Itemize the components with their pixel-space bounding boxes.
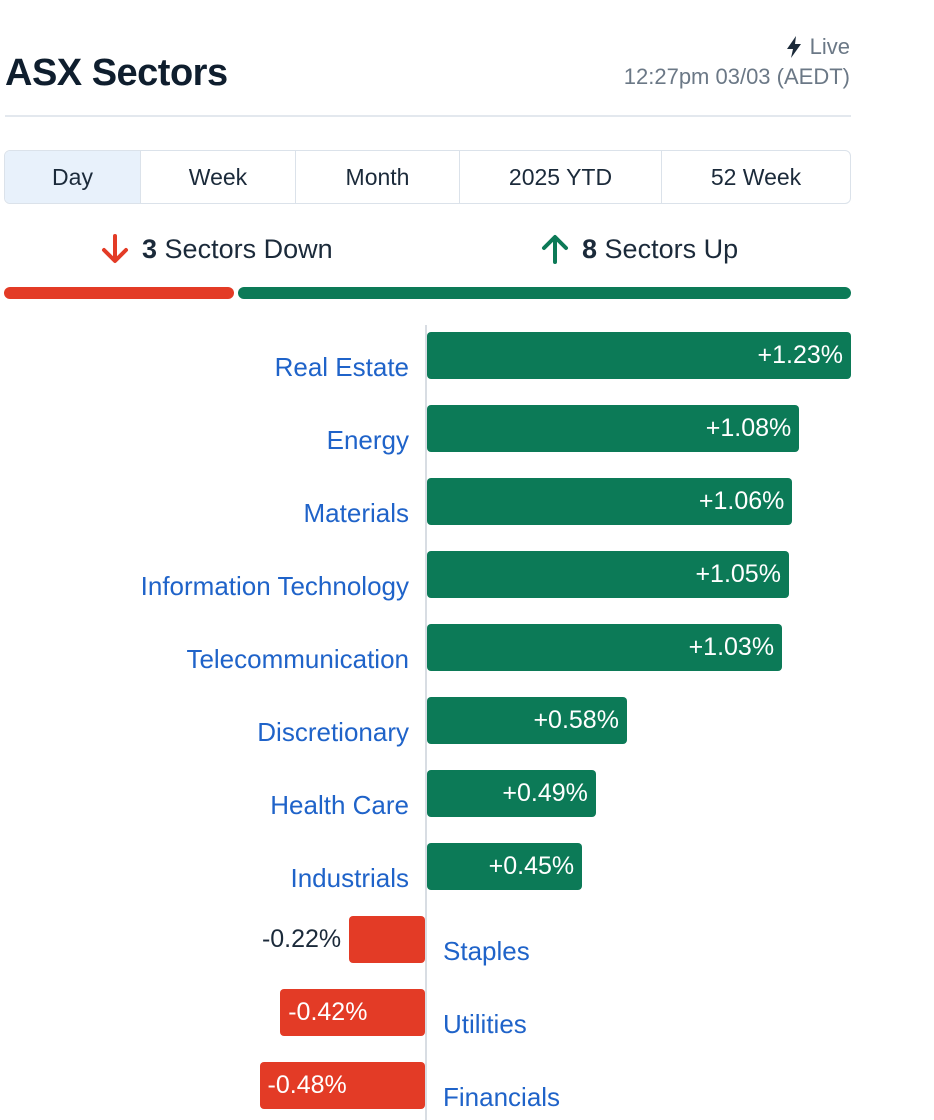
value-label-staples: -0.22% — [261, 925, 342, 953]
sectors-down-label: Sectors Down — [164, 233, 333, 264]
sectors-down-summary: 3 Sectors Down — [98, 232, 333, 266]
value-label-industrials: +0.45% — [488, 852, 575, 880]
sector-link-information-technology[interactable]: Information Technology — [140, 571, 409, 601]
value-label-health-care: +0.49% — [502, 779, 588, 807]
tab-52-week[interactable]: 52 Week — [710, 163, 802, 190]
value-label-utilities: -0.42% — [288, 998, 368, 1026]
sector-link-health-care[interactable]: Health Care — [270, 790, 409, 820]
bar-real-estate[interactable] — [427, 332, 851, 379]
live-label: Live — [809, 34, 850, 59]
sector-link-telecommunication[interactable]: Telecommunication — [186, 644, 409, 674]
header-divider — [5, 115, 851, 117]
tab-week[interactable]: Week — [141, 151, 296, 203]
sector-link-real-estate[interactable]: Real Estate — [274, 352, 409, 382]
bolt-icon — [786, 36, 801, 58]
bar-telecommunication[interactable] — [427, 624, 783, 671]
sectors-down-count: 3 — [142, 233, 158, 264]
period-tabs: Day Week Month 2025 YTD 52 Week — [4, 150, 851, 204]
arrow-down-icon — [102, 234, 128, 263]
sector-link-utilities[interactable]: Utilities — [443, 1009, 527, 1039]
tab-day[interactable]: Day — [5, 151, 141, 203]
sectors-down-ratio-bar — [4, 287, 234, 299]
sectors-up-label: Sectors Up — [604, 233, 739, 264]
bar-materials[interactable] — [427, 478, 793, 525]
bar-staples[interactable] — [349, 916, 425, 963]
timestamp: 12:27pm 03/03 (AEDT) — [623, 64, 850, 89]
bar-utilities[interactable] — [280, 989, 425, 1036]
bar-financials[interactable] — [259, 1062, 425, 1109]
tab-month[interactable]: Month — [296, 151, 460, 203]
value-label-materials: +1.06% — [698, 487, 785, 515]
sector-link-discretionary[interactable]: Discretionary — [257, 717, 409, 747]
arrow-up-icon — [542, 235, 568, 264]
bar-energy[interactable] — [427, 405, 800, 452]
value-label-real-estate: +1.23% — [757, 341, 844, 369]
value-label-information-technology: +1.05% — [695, 560, 781, 588]
sector-link-energy[interactable]: Energy — [326, 425, 409, 455]
bar-discretionary[interactable] — [427, 697, 627, 744]
bar-information-technology[interactable] — [427, 551, 789, 598]
sector-link-staples[interactable]: Staples — [443, 936, 530, 966]
sector-link-materials[interactable]: Materials — [303, 498, 409, 528]
sectors-up-summary: 8 Sectors Up — [538, 232, 738, 266]
value-label-financials: -0.48% — [267, 1071, 347, 1099]
sectors-up-ratio-bar — [237, 287, 851, 299]
sector-link-industrials[interactable]: Industrials — [290, 863, 410, 893]
bar-industrials[interactable] — [427, 843, 583, 890]
bar-health-care[interactable] — [427, 770, 596, 817]
page-title: ASX Sectors — [5, 52, 228, 94]
value-label-energy: +1.08% — [705, 414, 792, 442]
value-label-telecommunication: +1.03% — [688, 633, 775, 661]
tab-2025-ytd[interactable]: 2025 YTD — [460, 151, 662, 203]
sectors-up-count: 8 — [582, 233, 598, 264]
value-label-discretionary: +0.58% — [533, 706, 619, 734]
chart-zero-axis — [425, 325, 427, 1120]
live-indicator: Live — [786, 34, 850, 60]
sector-link-financials[interactable]: Financials — [443, 1082, 561, 1112]
